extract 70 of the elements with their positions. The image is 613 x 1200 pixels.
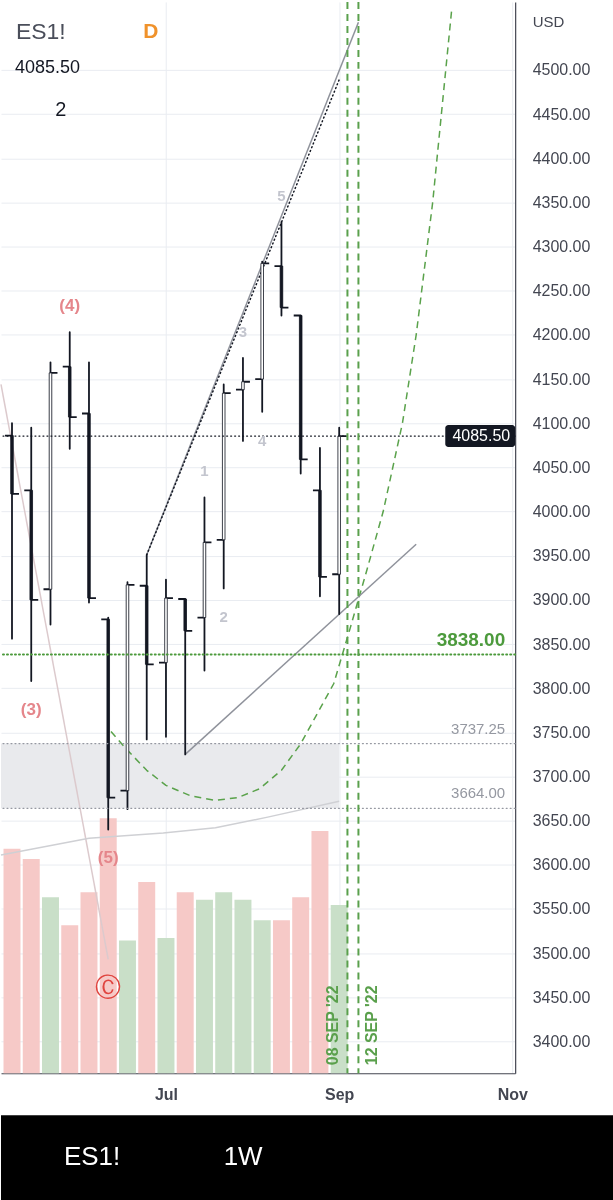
annotation: 1 (200, 462, 209, 480)
y-tick-label: 4450.00 (532, 105, 591, 123)
y-tick-label: 3700.00 (532, 767, 591, 785)
ref-line-label: 4085.50 (452, 427, 511, 445)
x-tick-label: Nov (497, 1085, 529, 1103)
bar (42, 897, 59, 1074)
y-tick-label: 3850.00 (532, 635, 591, 653)
annotation: 2 (219, 608, 228, 626)
bar (234, 899, 252, 1074)
y-tick-label: 4100.00 (532, 414, 591, 432)
y-tick-label: 3550.00 (532, 900, 591, 918)
candlestick (254, 260, 271, 413)
ref-line-label: 12 SEP '22 (363, 985, 381, 1066)
x-tick-label: Sep (325, 1085, 355, 1103)
y-tick-label: 4150.00 (532, 370, 591, 388)
candlestick (158, 578, 174, 738)
y-tick-label: 3950.00 (532, 547, 591, 565)
text: 1W (223, 1142, 264, 1171)
ref-line-label: 3664.00 (451, 784, 506, 802)
annotation: 2 (55, 97, 67, 120)
y-tick-label: 3650.00 (532, 812, 591, 830)
ref-line-label: 3838.00 (436, 628, 506, 650)
annotation: (4) (59, 296, 81, 316)
text: ES1! (15, 17, 66, 44)
y-tick-label: 4200.00 (532, 326, 591, 344)
ref-line-label: 08 SEP '22 (324, 985, 342, 1066)
candlestick (81, 361, 97, 604)
candlestick (215, 383, 232, 590)
annotation: (3) (20, 700, 42, 720)
y-tick-label: 4300.00 (532, 238, 591, 256)
y-tick-label: 3500.00 (532, 944, 591, 962)
candlestick (312, 447, 328, 598)
annotation: 5 (277, 186, 286, 204)
y-tick-label: 3900.00 (532, 591, 591, 609)
annotation: 3 (238, 322, 248, 340)
bar (215, 892, 233, 1074)
annotation: 4085.50 (14, 56, 80, 77)
y-tick-label: 4250.00 (532, 282, 591, 300)
y-tick-label: 3750.00 (532, 723, 591, 741)
x-tick-label: Jul (154, 1085, 179, 1103)
annotation: D (143, 18, 159, 42)
candlestick (177, 598, 194, 756)
bar (22, 858, 40, 1074)
bar (176, 892, 194, 1074)
y-tick-label: 4400.00 (532, 149, 591, 167)
y-tick-label: 4050.00 (532, 458, 591, 476)
y-tick-label: 3450.00 (532, 988, 591, 1006)
candlestick (42, 361, 59, 626)
bar (292, 897, 310, 1074)
annotation: (5) (97, 848, 119, 868)
y-tick-label: 4000.00 (532, 503, 591, 521)
y-tick-label: 3800.00 (532, 679, 591, 697)
y-tick-label: 4350.00 (532, 193, 591, 211)
bar (61, 925, 79, 1074)
candlestick (273, 220, 290, 317)
bar (272, 920, 290, 1074)
bar (138, 881, 156, 1074)
bar (195, 899, 213, 1074)
annotation: 4 (258, 431, 268, 449)
annotation: Ⓒ (95, 972, 122, 1003)
y-tick-label: 4500.00 (532, 61, 591, 79)
y-axis-title: USD (532, 13, 565, 31)
y-tick-label: 3600.00 (532, 856, 591, 874)
y-tick-label: 3400.00 (532, 1032, 591, 1050)
bar (157, 938, 175, 1074)
chart-title: ES1! (63, 1142, 121, 1171)
bar (3, 848, 21, 1074)
ref-line-label: 3737.25 (451, 719, 506, 737)
candlestick (196, 496, 213, 672)
bar (253, 920, 271, 1074)
